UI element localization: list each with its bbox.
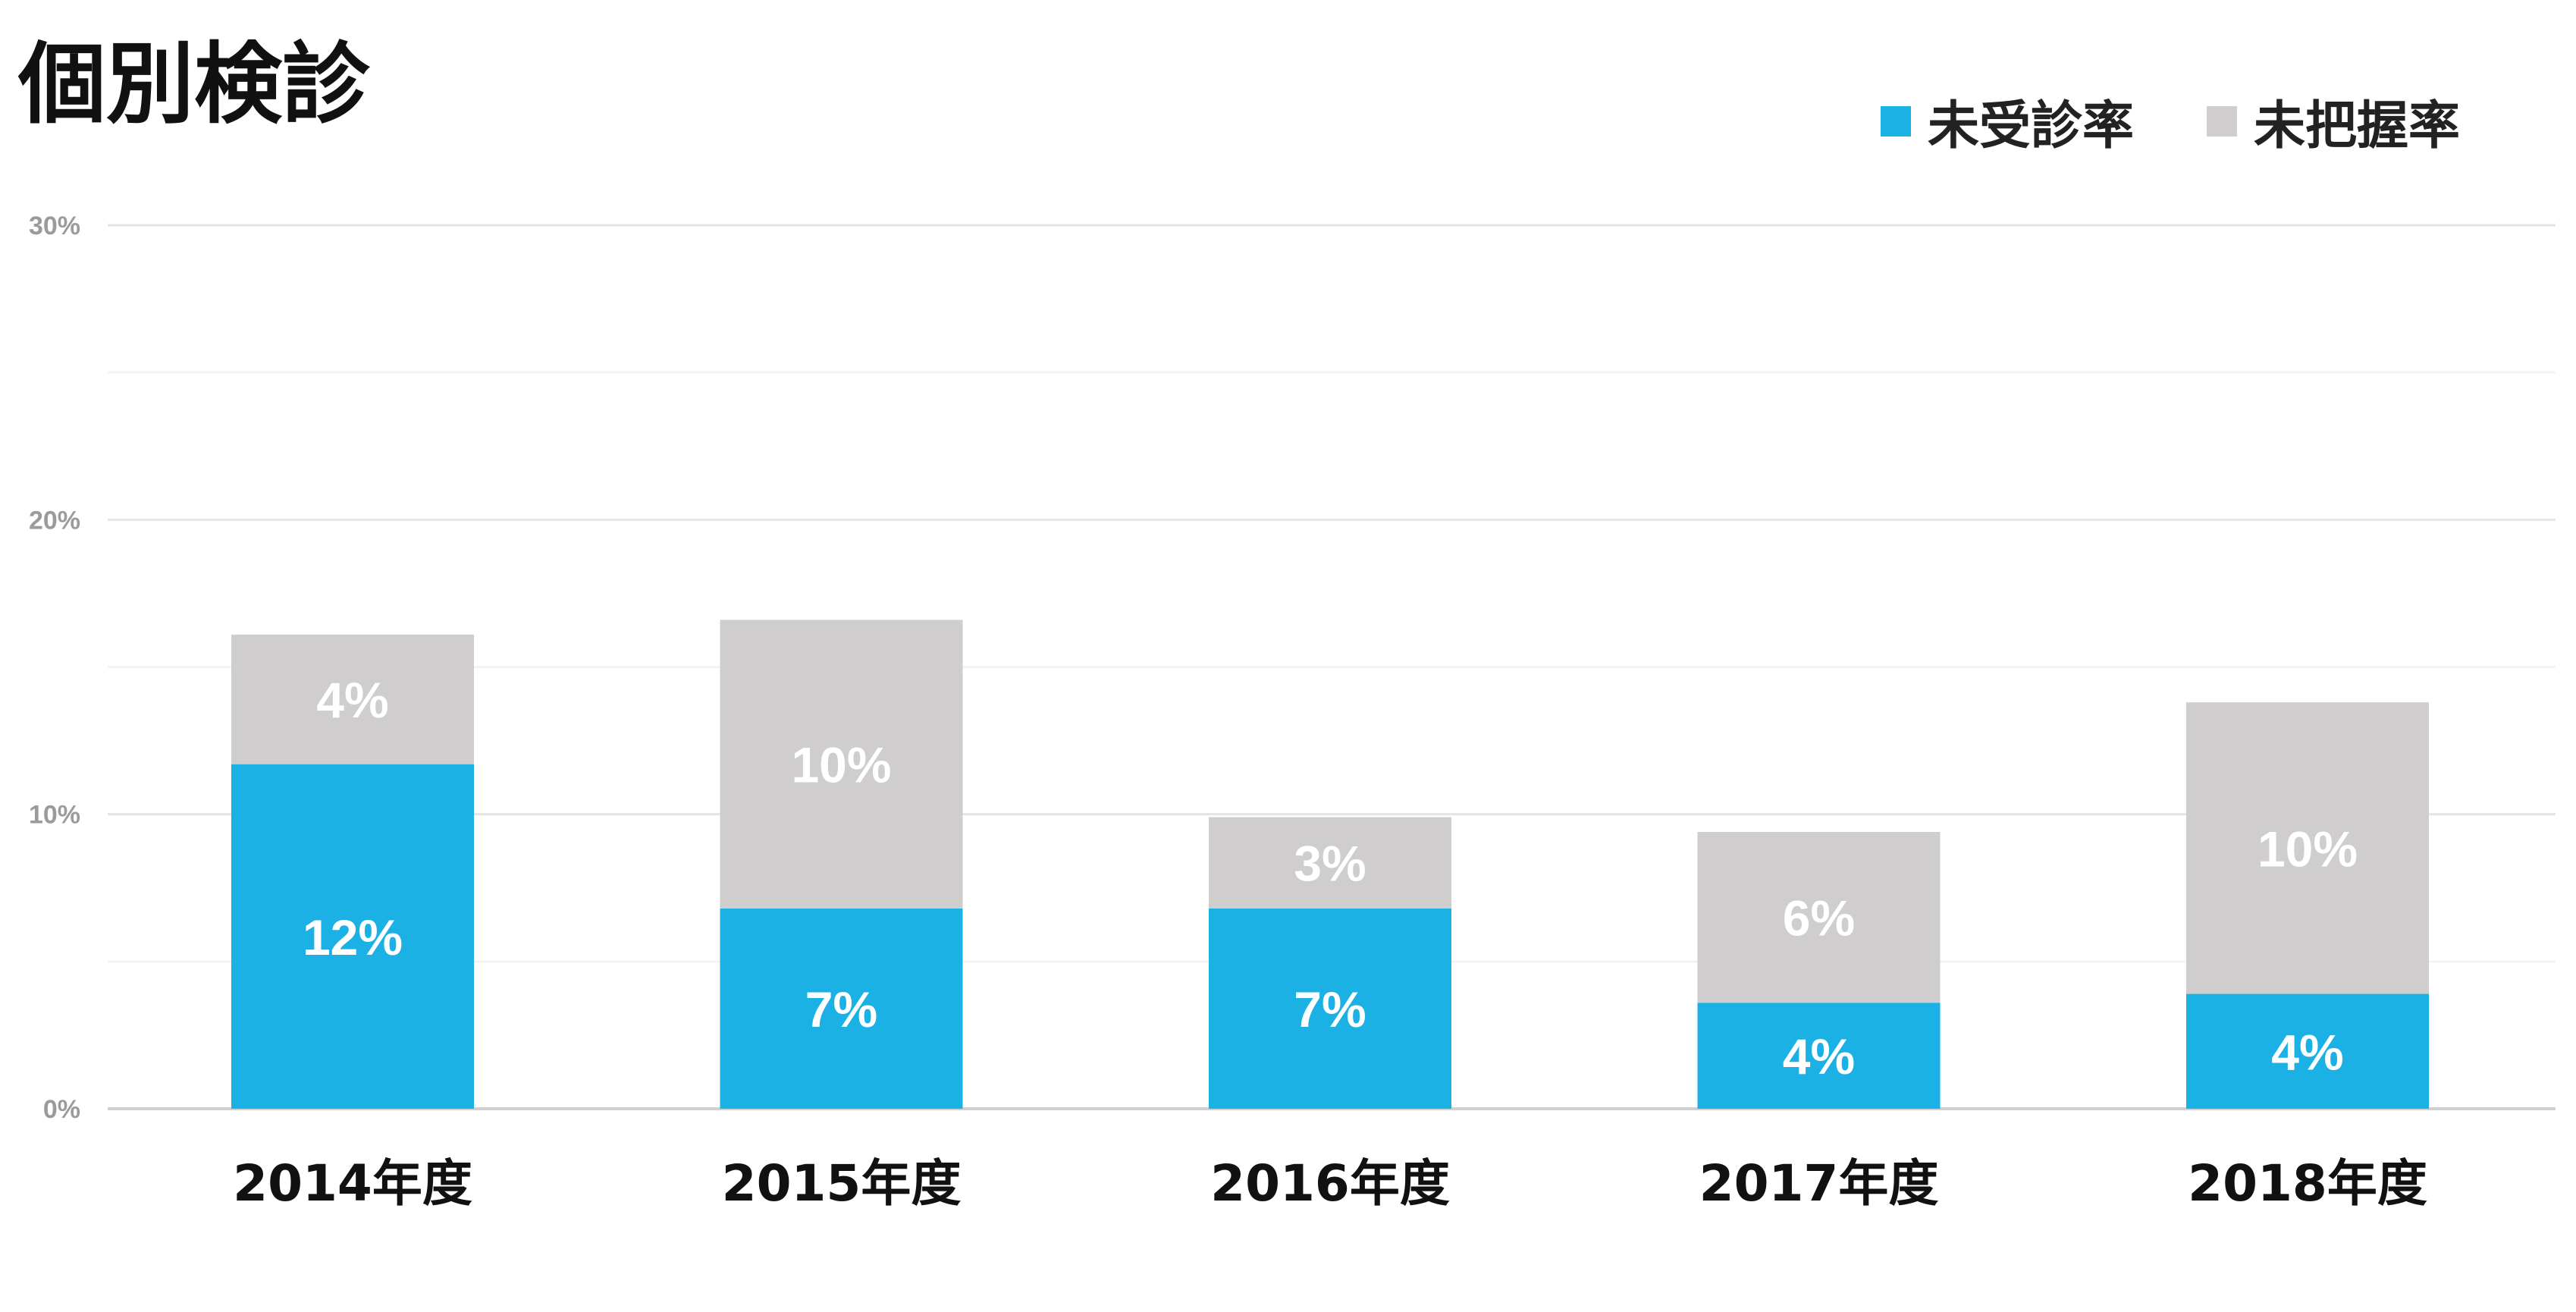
chart-title: 個別検診 [18, 33, 370, 136]
legend-item-unexamined: 未受診率 [1881, 83, 2134, 159]
bar-unexamined [1209, 908, 1451, 1109]
y-tick-label: 10% [29, 801, 80, 830]
x-tick-label: 2016年度 [1210, 1154, 1450, 1213]
data-label-unexamined: 4% [1783, 1028, 1855, 1084]
y-tick-label: 20% [29, 506, 80, 535]
data-label-unknown: 10% [2258, 821, 2358, 877]
bar-unknown [2186, 702, 2429, 994]
x-tick-label: 2018年度 [2188, 1154, 2427, 1213]
data-label-unknown: 10% [791, 737, 891, 793]
bar-unknown [231, 634, 474, 764]
data-label-unknown: 6% [1783, 890, 1855, 946]
data-label-unexamined: 4% [2271, 1024, 2343, 1080]
y-tick-label: 30% [29, 212, 80, 240]
legend-item-unknown: 未把握率 [2207, 83, 2460, 159]
bar-unknown [1697, 831, 1941, 1003]
data-label-unknown: 4% [316, 672, 388, 728]
bar-unknown [1209, 817, 1451, 909]
x-tick-label: 2017年度 [1699, 1154, 1939, 1213]
bar-unexamined [720, 908, 963, 1109]
x-tick-label: 2015年度 [722, 1154, 962, 1213]
data-label-unexamined: 7% [1294, 981, 1366, 1037]
legend-label-unknown: 未把握率 [2254, 96, 2461, 156]
legend-swatch-unexamined [1881, 105, 1911, 137]
data-label-unexamined: 7% [805, 981, 877, 1037]
y-tick-label: 0% [43, 1095, 80, 1124]
bar-unknown [720, 620, 963, 909]
x-tick-label: 2014年度 [233, 1154, 472, 1213]
bar-unexamined [231, 764, 474, 1109]
data-label-unexamined: 12% [303, 909, 403, 965]
bar-unexamined [1697, 1003, 1941, 1109]
data-label-unknown: 3% [1294, 836, 1366, 892]
legend-swatch-unknown [2207, 105, 2238, 137]
legend-label-unexamined: 未受診率 [1928, 96, 2135, 156]
legend: 未受診率 未把握率 [1881, 83, 2460, 159]
bar-unexamined [2186, 993, 2429, 1109]
